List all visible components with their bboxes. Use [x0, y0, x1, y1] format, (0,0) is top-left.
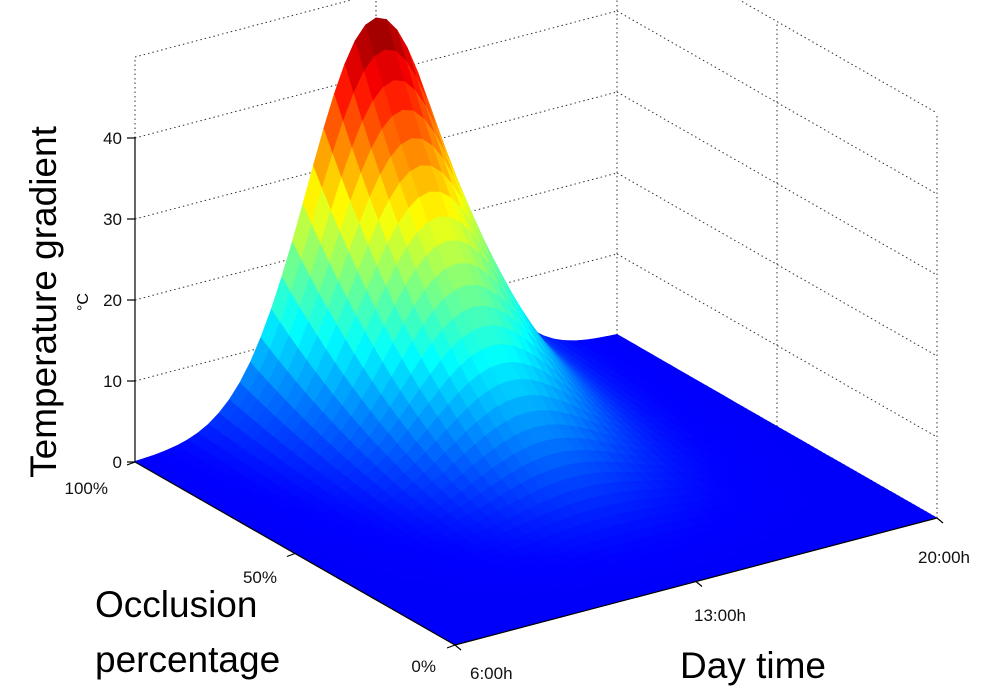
z-tick-label: 20	[103, 291, 122, 310]
z-gridline	[616, 253, 938, 438]
z-gridline	[616, 10, 938, 195]
x-axis-title: Day time	[680, 645, 826, 686]
y-tick-label: 0%	[411, 657, 436, 676]
y-tick-mark	[446, 644, 456, 649]
z-tick-label: 40	[103, 129, 122, 148]
x-tick-mark	[454, 644, 462, 651]
x-tick-label: 13:00h	[694, 606, 746, 625]
axes: 0 10 20 30 40 100% 50% 0% 6:00h 13:00h 2…	[23, 125, 970, 686]
x-tick-label: 6:00h	[470, 664, 513, 683]
z-tick-label: 30	[103, 210, 122, 229]
y-tick-label: 100%	[65, 479, 108, 498]
z-tick-label: 0	[113, 453, 122, 472]
z-axis-unit: °C	[75, 293, 92, 311]
z-gridline	[134, 10, 618, 139]
z-gridline	[134, 172, 618, 301]
x-tick-mark	[936, 517, 944, 524]
surface-mesh	[134, 17, 938, 646]
z-gridline	[134, 253, 618, 382]
y-axis-title-line2: percentage	[95, 639, 280, 680]
x-tick-mark	[695, 581, 703, 587]
z-axis-title: Temperature gradient	[23, 125, 64, 477]
x-tick-labels: 6:00h 13:00h 20:00h	[470, 548, 970, 683]
z-tick-label: 10	[103, 372, 122, 391]
z-gridline	[738, 0, 938, 114]
x-tick-label: 20:00h	[918, 548, 970, 567]
z-tick-labels: 0 10 20 30 40	[103, 129, 122, 472]
y-axis-title-line1: Occlusion	[95, 584, 257, 625]
z-gridline	[134, 91, 618, 220]
y-tick-mark	[126, 461, 136, 466]
y-tick-label: 50%	[243, 568, 277, 587]
y-tick-mark	[286, 552, 296, 558]
z-gridline	[616, 91, 938, 276]
y-tick-labels: 100% 50% 0%	[65, 479, 436, 676]
z-gridline	[616, 172, 938, 357]
